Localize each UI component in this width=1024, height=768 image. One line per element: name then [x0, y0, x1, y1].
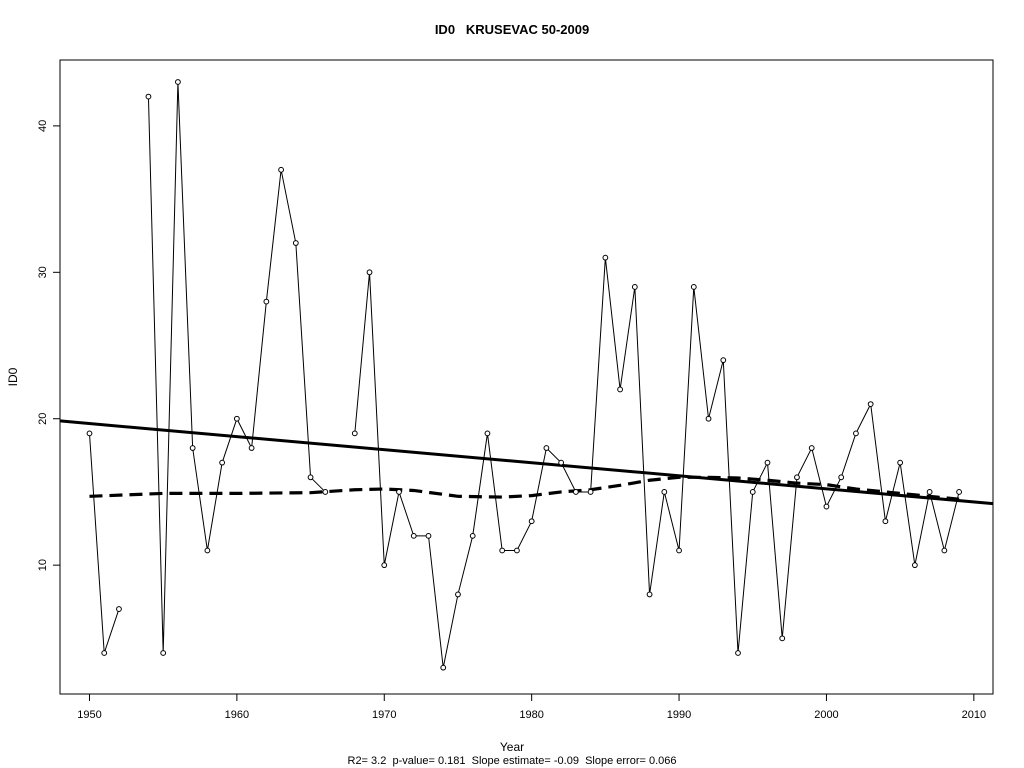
y-tick-label: 30: [37, 266, 49, 278]
x-tick-label: 2010: [962, 709, 986, 721]
data-point: [911, 562, 918, 569]
data-point: [366, 269, 373, 276]
y-tick-label: 40: [37, 120, 49, 132]
data-point: [425, 532, 432, 539]
y-axis: 10 20 30 40: [37, 120, 60, 571]
data-point: [587, 489, 594, 495]
data-point: [116, 606, 122, 612]
regression-stats: R2= 3.2 p-value= 0.181 Slope estimate= -…: [347, 755, 677, 767]
data-point: [926, 489, 933, 495]
data-point: [484, 430, 491, 437]
plot-frame: [59, 59, 994, 695]
smoothed-curve: [89, 475, 960, 501]
trend-line: [59, 419, 994, 506]
x-axis-label: Year: [499, 740, 525, 754]
data-point: [219, 459, 226, 466]
data-point: [514, 547, 520, 554]
data-point: [617, 386, 623, 393]
data-point: [631, 284, 638, 290]
data-point: [735, 650, 741, 656]
data-point: [204, 547, 211, 554]
data-point: [263, 298, 270, 305]
data-point: [779, 635, 786, 642]
data-point: [749, 489, 756, 495]
data-point: [145, 93, 152, 100]
data-point: [838, 474, 845, 481]
data-point: [941, 547, 948, 554]
data-point: [381, 562, 388, 569]
data-point: [956, 489, 962, 495]
series-line: [354, 257, 960, 668]
data-point: [528, 518, 535, 525]
data-point: [676, 547, 682, 554]
x-tick-label: 1960: [225, 709, 249, 721]
data-point: [823, 503, 830, 510]
x-tick-label: 1950: [77, 709, 101, 721]
data-point: [499, 547, 506, 554]
plot-area: [59, 79, 994, 671]
data-point: [160, 650, 167, 656]
data-point: [867, 401, 874, 407]
data-point: [248, 445, 255, 451]
data-point: [882, 518, 889, 525]
data-point: [808, 445, 815, 451]
data-point: [853, 430, 859, 437]
y-axis-label: ID0: [6, 367, 20, 387]
data-point: [278, 166, 284, 173]
data-point: [469, 532, 476, 539]
series-line: [88, 433, 120, 654]
data-point: [720, 357, 727, 364]
data-point: [705, 415, 712, 422]
data-point: [189, 445, 196, 451]
data-point: [646, 591, 653, 598]
y-tick-label: 10: [37, 559, 49, 571]
data-point: [86, 430, 93, 437]
x-axis: 1950 1960 1970 1980 1990 2000 2010: [77, 694, 986, 721]
data-point: [794, 474, 800, 481]
data-point: [396, 489, 402, 495]
data-point: [410, 532, 417, 539]
data-point: [543, 445, 550, 451]
data-point: [292, 240, 299, 246]
data-point: [572, 489, 579, 495]
data-point: [602, 254, 609, 261]
y-tick-label: 20: [37, 413, 49, 425]
data-point: [690, 284, 697, 290]
data-point: [764, 459, 771, 466]
chart-title: ID0 KRUSEVAC 50-2009: [434, 22, 590, 37]
data-point: [661, 489, 668, 495]
data-point: [455, 591, 461, 598]
data-point: [175, 79, 181, 85]
data-point: [558, 459, 565, 466]
data-point: [101, 650, 108, 656]
data-point: [897, 459, 904, 466]
data-point: [233, 415, 240, 422]
series-line: [147, 81, 326, 654]
data-point: [440, 664, 447, 671]
data-point: [322, 489, 329, 495]
x-tick-label: 1970: [372, 709, 396, 721]
x-tick-label: 1990: [667, 709, 691, 721]
data-point: [307, 474, 314, 481]
data-point: [351, 430, 358, 437]
x-tick-label: 1980: [519, 709, 543, 721]
x-tick-label: 2000: [814, 709, 838, 721]
